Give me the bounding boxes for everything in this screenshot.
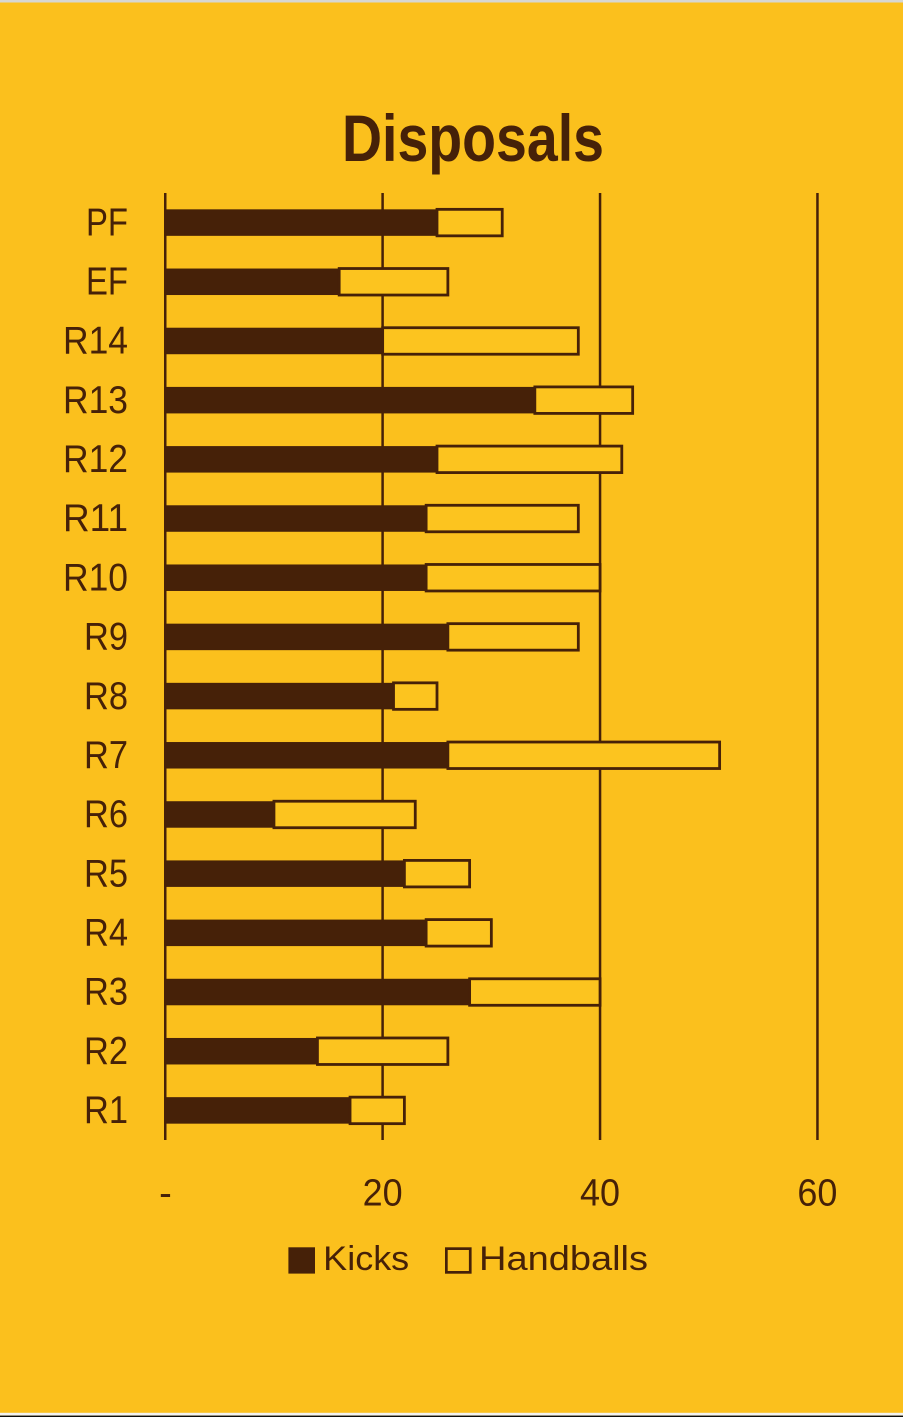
svg-text:PF: PF — [86, 201, 128, 244]
svg-text:R5: R5 — [84, 852, 128, 895]
svg-text:20: 20 — [363, 1173, 403, 1215]
svg-text:R6: R6 — [84, 793, 128, 836]
svg-text:Kicks: Kicks — [323, 1240, 409, 1278]
svg-text:R9: R9 — [84, 616, 128, 659]
svg-text:R10: R10 — [63, 556, 128, 599]
svg-text:R2: R2 — [84, 1030, 128, 1073]
svg-text:R13: R13 — [63, 379, 128, 422]
svg-text:Disposals: Disposals — [342, 101, 604, 175]
svg-text:60: 60 — [797, 1173, 837, 1215]
svg-text:R1: R1 — [84, 1089, 128, 1132]
svg-text:R7: R7 — [84, 734, 128, 777]
svg-text:Handballs: Handballs — [479, 1240, 648, 1278]
svg-text:EF: EF — [86, 260, 128, 303]
svg-text:R8: R8 — [84, 675, 128, 718]
svg-text:R12: R12 — [63, 438, 128, 481]
svg-text:R3: R3 — [84, 971, 128, 1014]
svg-text:R11: R11 — [63, 497, 128, 540]
svg-text:40: 40 — [580, 1173, 620, 1215]
svg-text:R14: R14 — [63, 320, 128, 363]
svg-text:R4: R4 — [84, 912, 128, 955]
svg-text:-: - — [159, 1173, 172, 1215]
